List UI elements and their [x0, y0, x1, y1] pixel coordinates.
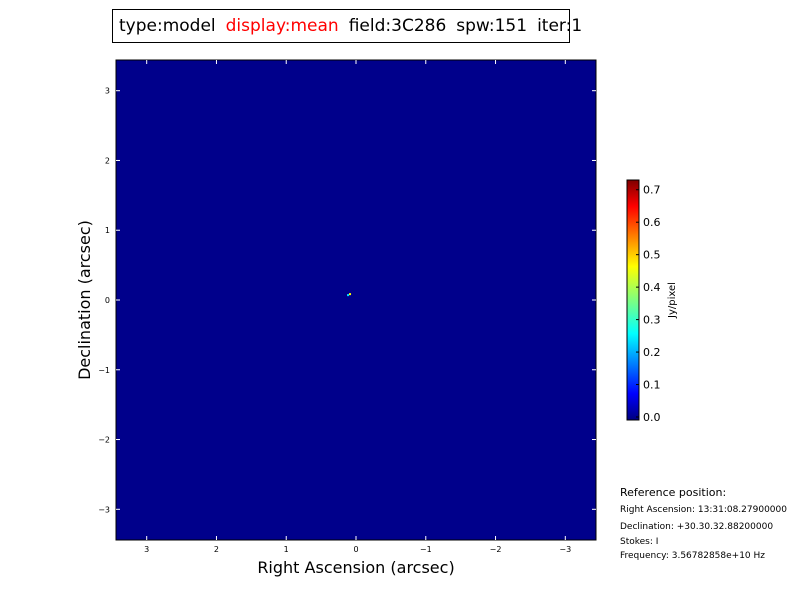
title-type: type:model: [119, 16, 216, 36]
y-tick-label: 1: [105, 226, 110, 235]
colorbar: [626, 179, 640, 421]
x-tick-label: 1: [284, 545, 289, 554]
x-axis-label: Right Ascension (arcsec): [257, 558, 454, 577]
title-spw: spw:151: [456, 16, 528, 36]
reference-title: Reference position:: [620, 486, 727, 499]
plot-title-box: type:model display:mean field:3C286 spw:…: [112, 9, 582, 43]
y-tick-label: 2: [105, 156, 110, 165]
colorbar-tick-label: 0.4: [643, 281, 661, 294]
x-tick-label: 0: [353, 545, 358, 554]
x-tick-label: 2: [214, 545, 219, 554]
colorbar-tick-label: 0.0: [643, 411, 661, 424]
colorbar-tick-label: 0.6: [643, 216, 661, 229]
y-tick-label: −3: [98, 505, 110, 514]
reference-ra: Right Ascension: 13:31:08.27900000: [620, 505, 787, 515]
y-axis-label: Declination (arcsec): [75, 220, 94, 380]
colorbar-tick-label: 0.5: [643, 249, 661, 262]
reference-stokes: Stokes: I: [620, 537, 659, 547]
reference-frequency: Frequency: 3.56782858e+10 Hz: [620, 551, 766, 561]
source-pixel: [347, 294, 350, 297]
colorbar-tick-label: 0.3: [643, 314, 661, 327]
y-tick-label: 0: [105, 296, 110, 305]
title-field: field:3C286: [348, 16, 447, 36]
x-tick-label: 3: [144, 545, 149, 554]
x-tick-label: −3: [559, 545, 571, 554]
y-tick-label: −1: [98, 366, 110, 375]
y-tick-label: 3: [105, 87, 110, 96]
x-tick-label: −2: [490, 545, 502, 554]
colorbar-tick-label: 0.2: [643, 346, 661, 359]
title-display: display:mean: [225, 16, 339, 36]
x-tick-label: −1: [420, 545, 432, 554]
colorbar-tick-label: 0.7: [643, 184, 661, 197]
y-tick-label: −2: [98, 436, 110, 445]
colorbar-tick-label: 0.1: [643, 379, 661, 392]
title-iter: iter:1: [537, 16, 583, 36]
image-background: [116, 60, 596, 540]
reference-dec: Declination: +30.30.32.88200000: [620, 522, 774, 532]
source-pixel: [349, 293, 352, 296]
colorbar-label: Jy/pixel: [667, 282, 678, 319]
